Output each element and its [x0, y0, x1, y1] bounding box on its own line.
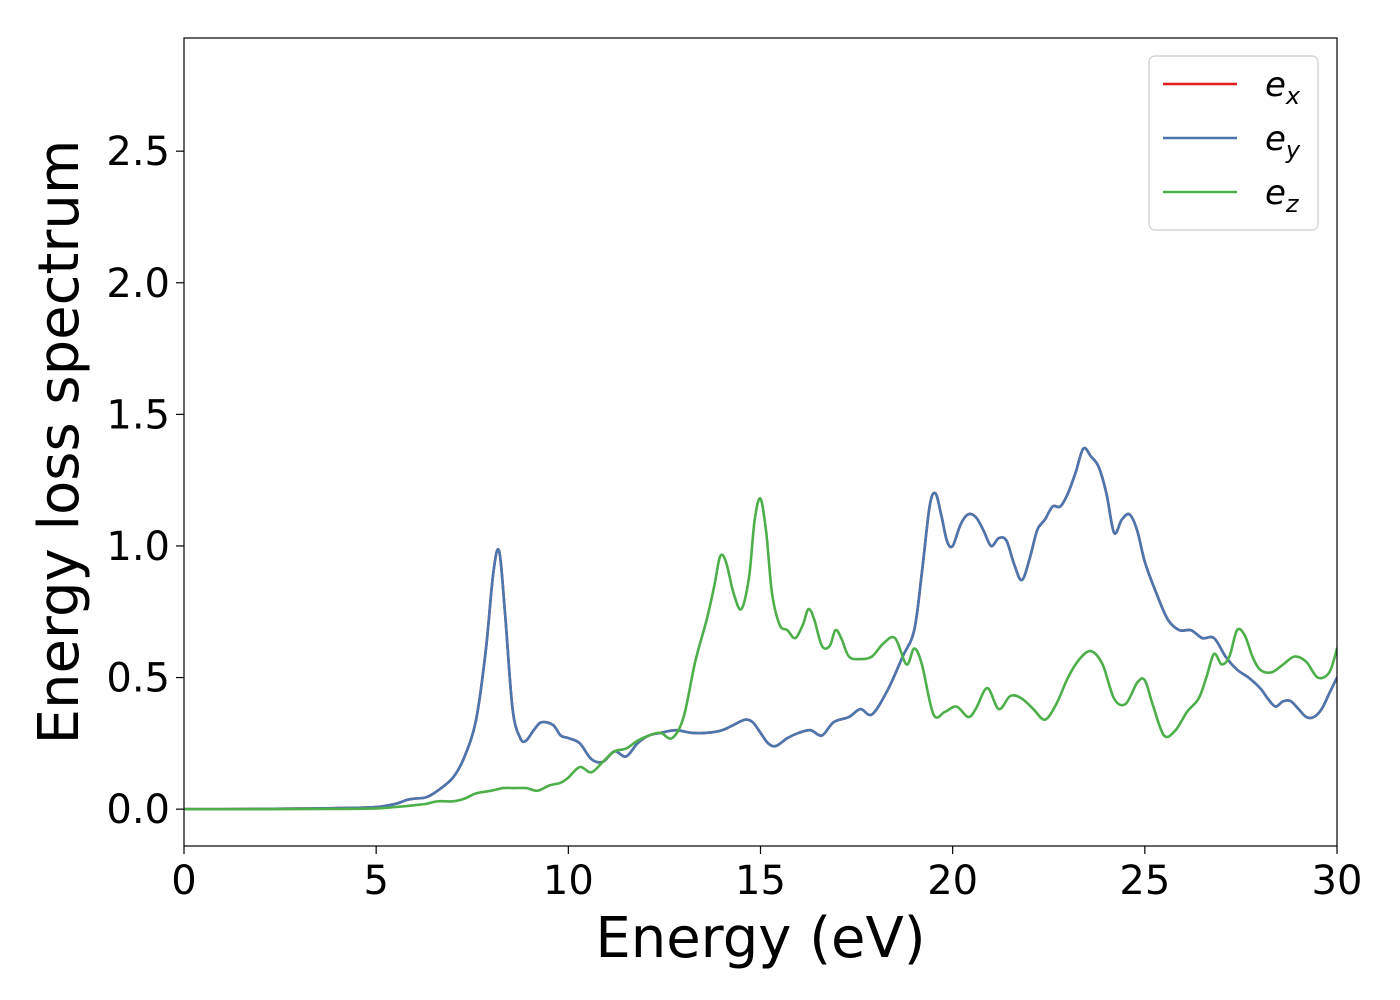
- x-tick-label: 10: [543, 858, 594, 904]
- ticks-layer: 0 5 10 15 20 25 30 0.0 0.5 1.0 1.5 2.0 2.5: [106, 129, 1362, 904]
- legend-label-base: e: [1265, 173, 1286, 213]
- x-tick-label: 30: [1312, 858, 1363, 904]
- x-tick-label: 20: [927, 858, 978, 904]
- legend-label-y: ey: [1265, 119, 1301, 164]
- legend-label-subscript: y: [1285, 136, 1301, 164]
- x-tick-label: 25: [1119, 858, 1170, 904]
- series-layer: [184, 446, 1337, 811]
- y-tick-label: 2.0: [106, 261, 170, 307]
- y-tick-label: 0.0: [106, 787, 170, 833]
- series-line-y: [184, 446, 1337, 811]
- x-tick-label: 15: [735, 858, 786, 904]
- y-tick-label: 0.5: [106, 656, 170, 702]
- legend-frame: [1148, 55, 1319, 231]
- x-tick-label: 0: [171, 858, 196, 904]
- y-tick-label: 1.5: [106, 392, 170, 438]
- legend-label-base: e: [1265, 65, 1286, 105]
- y-tick-label: 2.5: [106, 129, 170, 175]
- legend-label-z: ez: [1265, 173, 1300, 218]
- legend-label-subscript: x: [1285, 82, 1301, 110]
- x-tick-label: 5: [363, 858, 388, 904]
- legend-label-base: e: [1265, 119, 1286, 159]
- y-tick-label: 1.0: [106, 524, 170, 570]
- series-line-z: [184, 497, 1337, 811]
- x-axis-label: Energy (eV): [595, 906, 925, 971]
- legend-label-subscript: z: [1285, 190, 1300, 218]
- legend-label-x: ex: [1265, 65, 1301, 110]
- y-axis-label: Energy loss spectrum: [27, 140, 92, 745]
